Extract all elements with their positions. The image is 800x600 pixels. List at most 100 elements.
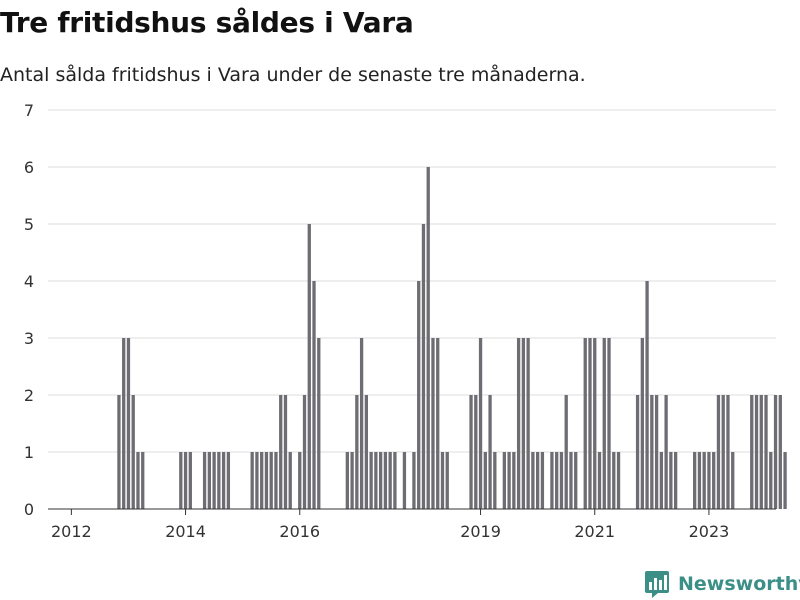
y-tick-label: 6 — [24, 158, 34, 177]
bar — [754, 395, 759, 509]
bar — [131, 395, 135, 509]
bar — [212, 452, 216, 509]
bar — [179, 452, 183, 509]
bar — [597, 452, 602, 509]
bar — [417, 281, 421, 509]
bar — [359, 338, 364, 509]
bar — [721, 395, 725, 509]
bar — [383, 452, 388, 509]
bar — [602, 338, 606, 509]
bar — [673, 452, 678, 509]
bar — [773, 395, 778, 509]
bar — [255, 452, 259, 509]
bar — [226, 452, 231, 509]
bar — [702, 452, 706, 509]
bar — [369, 452, 373, 509]
newsworthy-wordmark: Newsworthy — [678, 573, 800, 595]
bar — [302, 395, 307, 509]
bar — [645, 281, 649, 509]
bar — [726, 395, 730, 509]
bar — [483, 452, 487, 509]
bar — [588, 338, 592, 509]
bar — [283, 395, 288, 509]
bar — [612, 452, 616, 509]
bar — [378, 452, 383, 509]
bar — [650, 395, 654, 509]
y-tick-label: 0 — [24, 500, 34, 519]
bar — [388, 452, 392, 509]
bar — [559, 452, 564, 509]
bar — [412, 452, 416, 509]
bar — [279, 395, 283, 509]
bar — [393, 452, 397, 509]
bar — [188, 452, 192, 509]
y-tick-label: 3 — [24, 329, 34, 348]
bar — [117, 395, 121, 509]
bar — [593, 338, 597, 509]
bar — [769, 452, 773, 509]
bar — [269, 452, 273, 509]
bar — [250, 452, 254, 509]
bar — [469, 395, 473, 509]
bar — [716, 395, 721, 509]
bar — [659, 452, 664, 509]
bar — [583, 338, 587, 509]
bar — [540, 452, 545, 509]
bar — [640, 338, 644, 509]
x-tick-label: 2016 — [279, 522, 320, 541]
bar — [307, 224, 311, 509]
bar — [364, 395, 369, 509]
bar — [288, 452, 292, 509]
bar — [697, 452, 702, 509]
bar — [531, 452, 535, 509]
x-tick-label: 2023 — [689, 522, 730, 541]
bar — [521, 338, 526, 509]
bar — [141, 452, 145, 509]
x-tick-label: 2014 — [165, 522, 206, 541]
bar — [298, 452, 302, 509]
bar — [312, 281, 316, 509]
bar — [478, 338, 483, 509]
bar — [260, 452, 264, 509]
y-tick-label: 5 — [24, 215, 34, 234]
bar — [712, 452, 716, 509]
bar — [502, 452, 506, 509]
bar — [616, 452, 621, 509]
newsworthy-logo[interactable]: Newsworthy — [644, 569, 800, 599]
bar — [402, 452, 407, 509]
bar — [550, 452, 554, 509]
bar — [440, 452, 445, 509]
x-axis-ticks: 2012201420162019202120232025 — [51, 509, 730, 541]
chart-title: Tre fritidshus såldes i Vara — [0, 6, 414, 39]
bar — [221, 452, 226, 509]
bar — [569, 452, 573, 509]
bar — [759, 395, 763, 509]
bar — [493, 452, 497, 509]
bar — [126, 338, 131, 509]
bar — [426, 167, 430, 509]
y-tick-label: 2 — [24, 386, 34, 405]
y-tick-label: 1 — [24, 443, 34, 462]
bar — [436, 338, 440, 509]
bar — [664, 395, 668, 509]
bar — [136, 452, 140, 509]
bar — [488, 395, 492, 509]
bar — [122, 338, 126, 509]
bar — [536, 452, 540, 509]
bar — [445, 452, 449, 509]
bar — [207, 452, 211, 509]
bar — [507, 452, 511, 509]
x-tick-label: 2012 — [51, 522, 92, 541]
bar — [693, 452, 697, 509]
y-axis-ticks: 0 1 2 3 4 5 6 7 — [24, 101, 34, 519]
bar — [783, 452, 787, 509]
y-tick-label: 7 — [24, 101, 34, 120]
bar — [474, 395, 478, 509]
bar — [421, 224, 426, 509]
bar — [317, 338, 321, 509]
bar — [516, 338, 521, 509]
bar — [431, 338, 435, 509]
bar — [574, 452, 578, 509]
bar — [374, 452, 378, 509]
